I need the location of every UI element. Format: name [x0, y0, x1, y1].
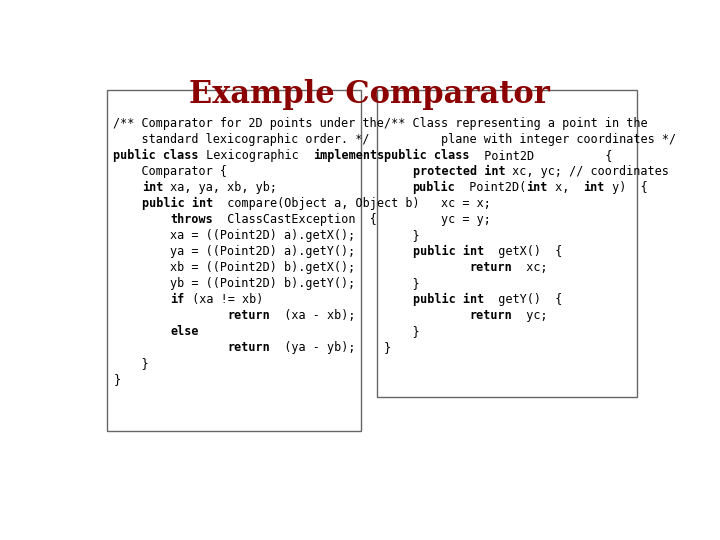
Text: public int: public int: [413, 245, 484, 258]
Text: public class: public class: [114, 149, 199, 162]
Text: Comparator {: Comparator {: [114, 165, 228, 178]
Text: protected int: protected int: [413, 165, 505, 178]
Text: public int: public int: [413, 293, 484, 306]
Text: xc, yc; // coordinates: xc, yc; // coordinates: [505, 165, 669, 178]
Text: /** Class representing a point in the: /** Class representing a point in the: [384, 117, 648, 130]
Text: public int: public int: [142, 197, 213, 210]
Text: }: }: [384, 229, 420, 242]
Text: return: return: [228, 341, 270, 354]
Text: (ya - yb);: (ya - yb);: [270, 341, 356, 354]
Bar: [377, 90, 636, 397]
Text: compare(Object a, Object b): compare(Object a, Object b): [213, 197, 420, 210]
Text: }: }: [384, 341, 391, 354]
Text: if: if: [171, 293, 185, 306]
Text: xc;: xc;: [513, 261, 548, 274]
Text: xa = ((Point2D) a).getX();: xa = ((Point2D) a).getX();: [114, 229, 356, 242]
Text: Point2D(: Point2D(: [455, 181, 526, 194]
Text: throws: throws: [171, 213, 213, 226]
Text: (xa - xb);: (xa - xb);: [270, 309, 356, 322]
Text: yc = y;: yc = y;: [384, 213, 491, 226]
Text: yb = ((Point2D) b).getY();: yb = ((Point2D) b).getY();: [114, 277, 356, 290]
Text: standard lexicographic order. */: standard lexicographic order. */: [114, 133, 370, 146]
Text: else: else: [171, 325, 199, 338]
Text: xa, ya, xb, yb;: xa, ya, xb, yb;: [163, 181, 277, 194]
Text: int: int: [142, 181, 163, 194]
Text: xc = x;: xc = x;: [384, 197, 491, 210]
Text: x,: x,: [548, 181, 584, 194]
Text: Lexicographic: Lexicographic: [199, 149, 313, 162]
Text: }: }: [384, 277, 420, 290]
Text: ya = ((Point2D) a).getY();: ya = ((Point2D) a).getY();: [114, 245, 356, 258]
Text: plane with integer coordinates */: plane with integer coordinates */: [384, 133, 676, 146]
Text: Example Comparator: Example Comparator: [189, 79, 549, 110]
Text: (xa != xb): (xa != xb): [185, 293, 263, 306]
Text: }: }: [384, 325, 420, 338]
Text: yc;: yc;: [513, 309, 548, 322]
Text: }: }: [114, 357, 149, 370]
Text: getX()  {: getX() {: [484, 245, 562, 258]
Bar: [107, 90, 361, 431]
Text: int: int: [526, 181, 548, 194]
Text: public: public: [413, 181, 455, 194]
Text: implements: implements: [313, 149, 384, 162]
Text: }: }: [114, 373, 120, 386]
Text: getY()  {: getY() {: [484, 293, 562, 306]
Text: return: return: [469, 261, 513, 274]
Text: return: return: [228, 309, 270, 322]
Text: ClassCastException  {: ClassCastException {: [213, 213, 377, 226]
Text: return: return: [469, 309, 513, 322]
Text: Point2D          {: Point2D {: [469, 149, 612, 162]
Text: y)  {: y) {: [605, 181, 648, 194]
Text: /** Comparator for 2D points under the: /** Comparator for 2D points under the: [114, 117, 384, 130]
Text: public class: public class: [384, 149, 469, 162]
Text: xb = ((Point2D) b).getX();: xb = ((Point2D) b).getX();: [114, 261, 356, 274]
Text: int: int: [584, 181, 605, 194]
